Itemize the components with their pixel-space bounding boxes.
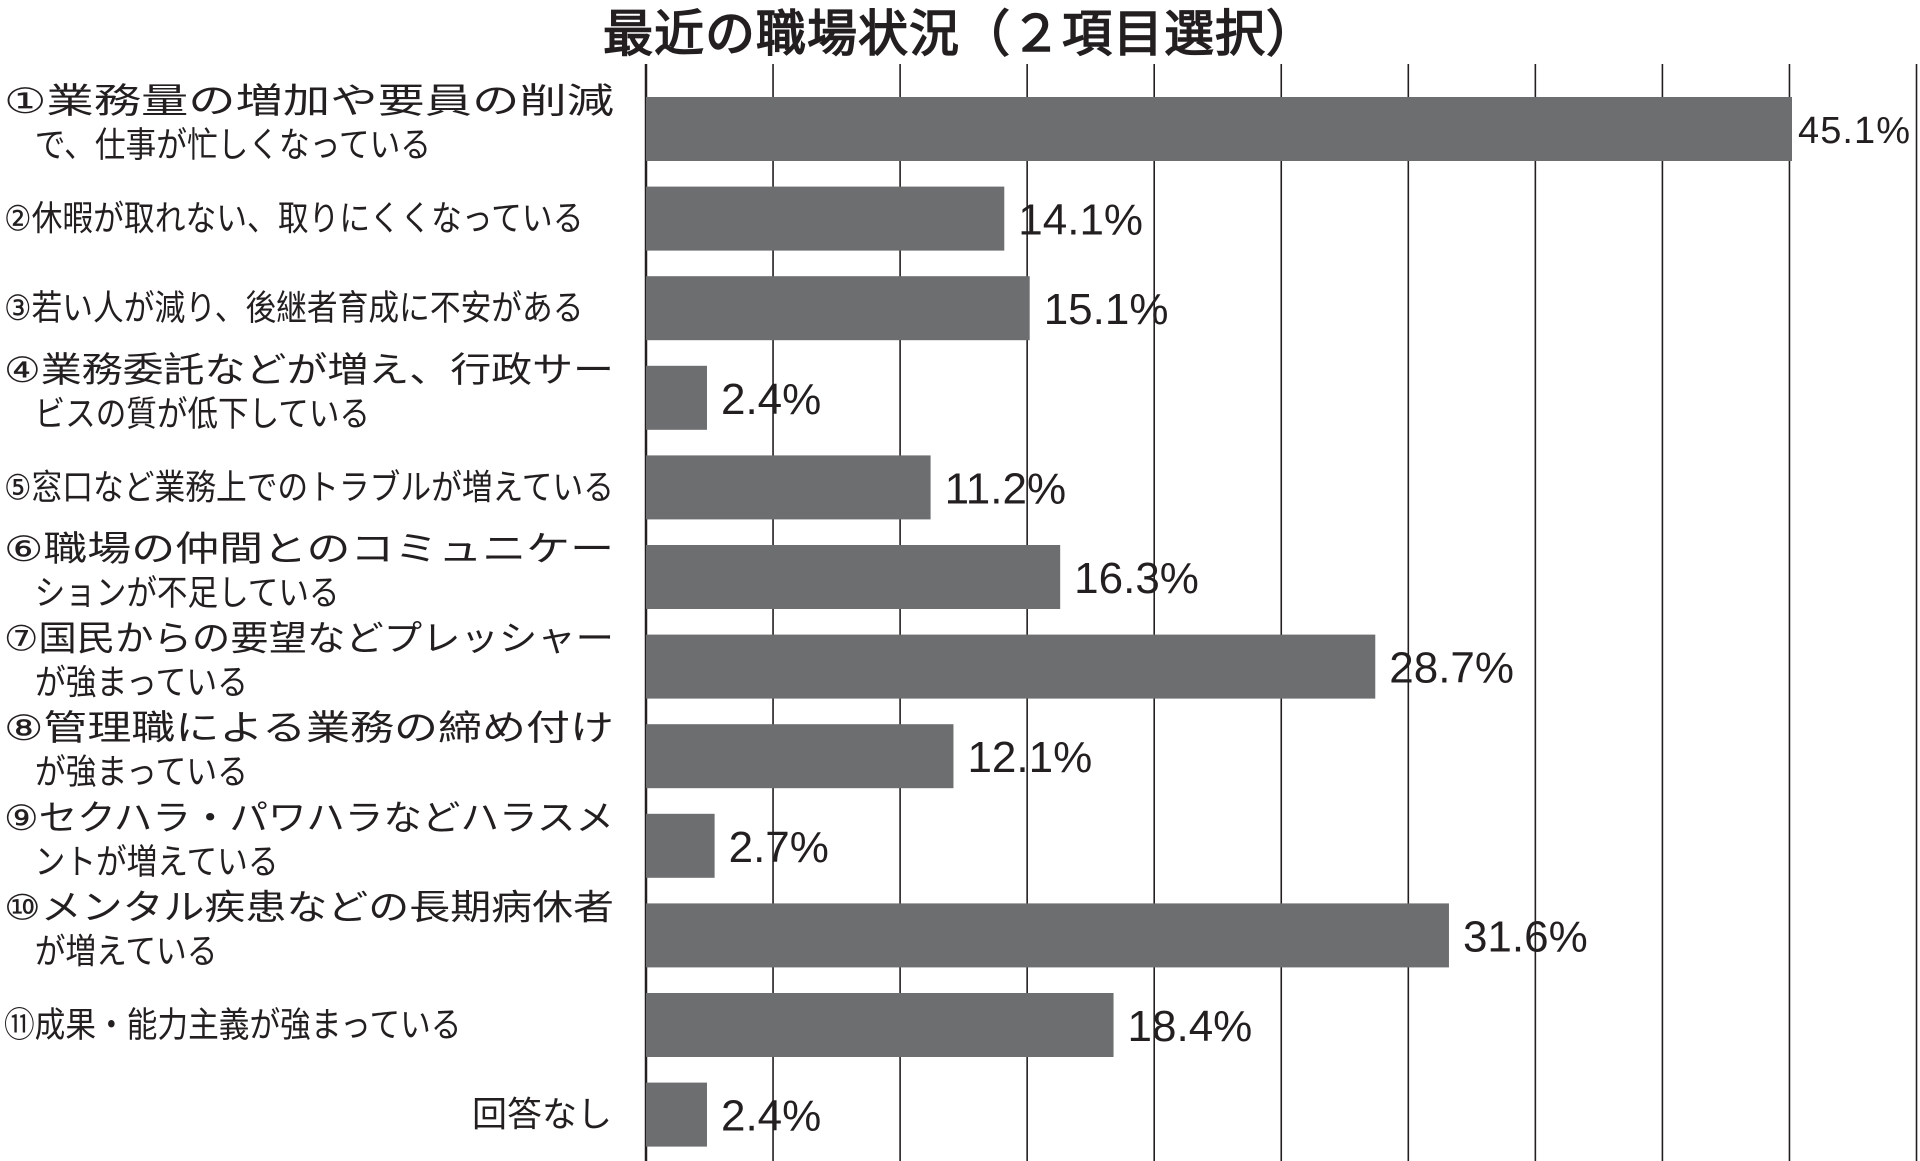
value-label: 45.1%: [1798, 110, 1910, 152]
category-label-line: ⑧管理職による業務の締め付け: [4, 709, 614, 749]
bar: [646, 97, 1792, 161]
category-label-line: ①業務量の増加や要員の削減: [4, 82, 614, 122]
category-label-line: ⑦国民からの要望などプレッシャー: [4, 620, 614, 660]
bar: [646, 634, 1376, 699]
value-label: 11.2%: [945, 464, 1067, 513]
category-label: ③若い人が減り、後継者育成に不安がある: [4, 289, 584, 329]
bar: [646, 993, 1114, 1057]
category-label-line: が増えている: [4, 932, 218, 972]
value-label: 18.4%: [1128, 1002, 1253, 1051]
bar: [646, 186, 1005, 251]
category-label-line: ④業務委託などが増え、行政サー: [4, 351, 614, 391]
bar: [646, 545, 1061, 609]
category-label: ①業務量の増加や要員の削減 で、仕事が忙しくなっている: [4, 82, 614, 166]
category-label: ②休暇が取れない、取りにくくなっている: [4, 200, 584, 240]
bar: [646, 455, 931, 520]
category-label-line: ⑪成果・能力主義が強まっている: [4, 1006, 462, 1046]
category-label: ⑧管理職による業務の締め付け が強まっている: [4, 709, 614, 793]
value-label: 28.7%: [1389, 644, 1514, 693]
value-label: 2.7%: [729, 823, 829, 872]
category-labels: ①業務量の増加や要員の削減 で、仕事が忙しくなっている ②休暇が取れない、取りにく…: [4, 82, 614, 1136]
category-label: ⑩メンタル疾患などの長期病休者 が増えている: [4, 888, 614, 972]
category-label: ⑨セクハラ・パワハラなどハラスメ ントが増えている: [4, 799, 614, 883]
value-label: 2.4%: [721, 375, 821, 424]
category-label-line: ションが不足している: [4, 574, 340, 614]
category-label-line: ③若い人が減り、後継者育成に不安がある: [4, 289, 584, 329]
value-labels: 45.1% 14.1% 15.1% 2.4% 11.2%16.3% 28.7% 12.1% 2…: [721, 110, 1910, 1141]
category-label-line: ⑩メンタル疾患などの長期病休者: [4, 888, 614, 928]
category-label-line: ⑨セクハラ・パワハラなどハラスメ: [4, 799, 614, 839]
category-label-line: ⑤窓口など業務上でのトラブルが増えている: [4, 468, 614, 508]
category-label-line: が強まっている: [4, 753, 248, 793]
bar: [646, 1082, 707, 1147]
category-label-line: ⑥職場の仲間とのコミュニケー: [4, 530, 614, 570]
category-label: ④業務委託などが増え、行政サー ビスの質が低下している: [4, 351, 614, 435]
category-label-line: ビスの質が低下している: [4, 395, 370, 435]
category-label: ⑦国民からの要望などプレッシャー が強まっている: [4, 620, 614, 704]
value-label: 15.1%: [1044, 285, 1169, 334]
bar: [646, 813, 715, 878]
category-label-line: 回答なし: [472, 1096, 612, 1136]
bar: [646, 365, 707, 430]
bar: [646, 903, 1449, 968]
category-label-line: で、仕事が忙しくなっている: [4, 126, 431, 166]
category-label-line: が強まっている: [4, 664, 248, 704]
category-label: ⑤窓口など業務上でのトラブルが増えている: [4, 468, 614, 508]
category-label-line: ントが増えている: [4, 843, 279, 883]
chart-title: 最近の職場状況（２項目選択）: [603, 5, 1317, 63]
category-label: ⑥職場の仲間とのコミュニケー ションが不足している: [4, 530, 614, 614]
value-label: 16.3%: [1074, 554, 1199, 603]
value-label: 12.1%: [967, 733, 1092, 782]
bar: [646, 724, 954, 789]
value-label: 14.1%: [1018, 196, 1143, 245]
value-label: 31.6%: [1463, 912, 1588, 961]
bars: [646, 97, 1792, 1147]
category-label: ⑪成果・能力主義が強まっている: [4, 1006, 462, 1046]
value-label: 2.4%: [721, 1092, 821, 1141]
bar: [646, 276, 1030, 341]
category-label-line: ②休暇が取れない、取りにくくなっている: [4, 200, 584, 240]
category-label: 回答なし: [472, 1096, 612, 1136]
